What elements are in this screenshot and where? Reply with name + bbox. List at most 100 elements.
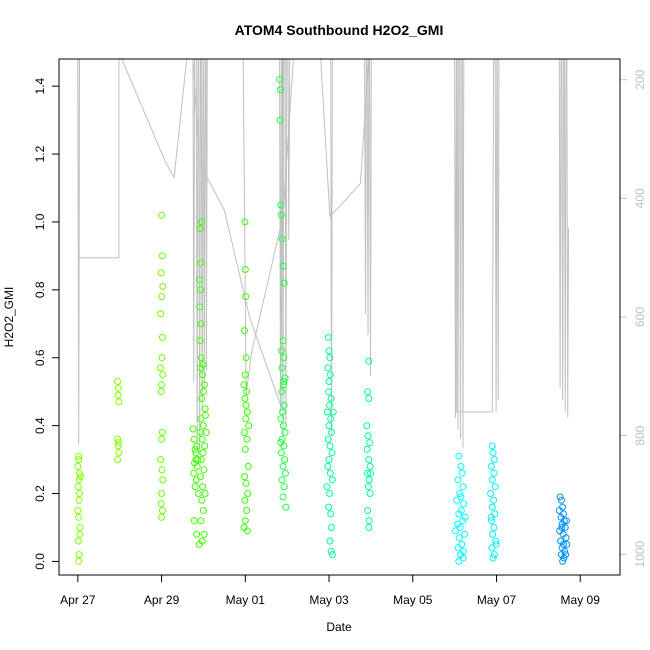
data-point [196,337,204,345]
data-point [76,469,83,477]
data-point [561,524,569,531]
data-point [277,415,285,423]
y-tick-label: 0.2 [33,485,47,502]
data-point [202,428,210,436]
y2-tick-label: 1000 [633,541,647,568]
profile-line [364,58,367,315]
profile-line [563,58,567,412]
profile-line [566,58,569,418]
data-point [461,513,469,521]
profile-line [200,58,204,412]
data-point [455,510,463,518]
data-point [114,378,122,385]
data-point [197,517,205,525]
data-point [457,493,465,501]
data-point [325,378,333,385]
data-point [328,551,336,559]
profile-line [454,58,457,418]
x-axis-label: Date [326,620,352,634]
data-point [158,381,166,389]
data-point [156,364,164,372]
data-point [327,547,335,555]
data-point [487,490,495,497]
y-tick-label: 0.6 [33,349,47,366]
data-point [243,388,251,396]
data-point [245,422,253,430]
data-point [158,507,166,514]
data-point [241,496,249,504]
data-point [158,466,166,474]
data-point [198,496,206,504]
data-point [456,490,464,497]
data-point [201,490,209,497]
data-point [199,483,207,491]
data-point [560,540,567,548]
profile-line [459,58,462,439]
data-point [366,490,374,497]
data-point [191,483,199,491]
profile-line [320,58,370,218]
data-point [242,479,250,487]
profile-line [456,58,495,413]
data-point [278,235,286,243]
data-point [560,517,568,525]
data-point [243,527,251,535]
data-point [76,473,84,481]
data-point [75,551,83,559]
data-point [279,422,287,430]
data-point [244,462,252,470]
data-point [279,381,287,389]
data-point [277,449,285,457]
data-point [365,524,373,531]
data-point [114,384,122,392]
data-point [364,432,372,440]
y-tick-label: 1.2 [33,145,47,162]
data-point [193,442,201,450]
x-tick-label: May 05 [393,593,433,607]
data-point [278,476,286,484]
data-point [365,357,373,365]
data-point [199,422,207,430]
data-point [557,496,565,504]
data-point [323,483,331,491]
data-point [279,408,287,416]
data-point [241,371,249,379]
data-point [199,361,207,368]
data-point [241,517,249,525]
data-point [157,310,165,318]
profile-line [456,58,460,430]
data-point [488,462,495,470]
data-point [158,252,166,260]
profile-line [281,58,285,436]
data-point [280,354,288,362]
profile-line [558,58,562,389]
x-tick-label: Apr 29 [144,593,180,607]
data-point [278,347,286,355]
profile-line [496,58,500,401]
profile-line [287,58,291,240]
data-point [115,449,123,457]
data-point [197,320,205,328]
data-point [327,415,335,423]
data-point [277,439,285,447]
data-point [455,534,463,542]
x-tick-label: Apr 27 [60,593,96,607]
x-tick-label: May 01 [226,593,266,607]
data-point [555,507,563,514]
data-point [324,333,332,341]
profile-line [205,58,208,371]
data-point [367,469,374,477]
data-point [242,293,250,301]
data-point [190,435,198,443]
data-point [197,286,204,294]
data-point [562,517,570,525]
data-point [281,374,289,382]
data-point [114,439,122,447]
data-point [241,445,249,453]
data-point [488,503,496,511]
data-point [242,401,250,409]
data-point [325,422,333,430]
profile-line [369,58,372,377]
data-point [199,388,207,396]
